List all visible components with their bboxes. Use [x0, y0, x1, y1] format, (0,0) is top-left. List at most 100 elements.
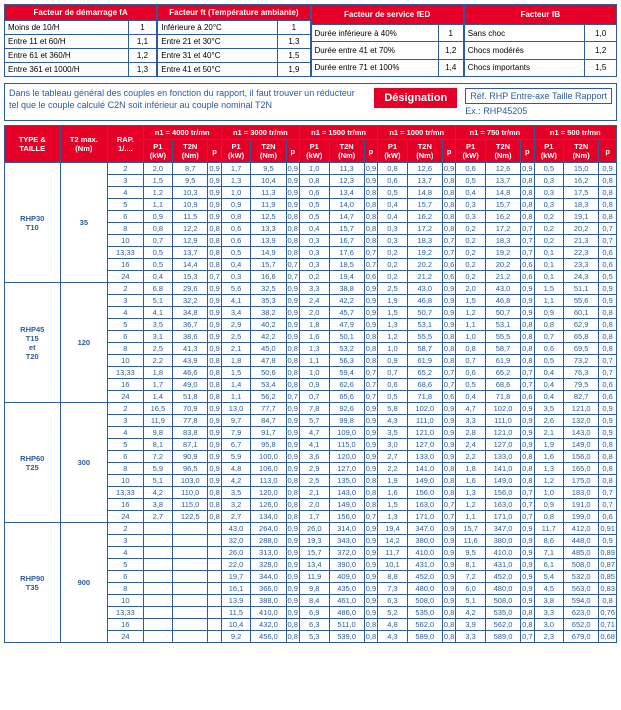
cell: 0,8 [442, 343, 455, 355]
cell: 0,9 [208, 187, 221, 199]
cell: 0,2 [456, 235, 486, 247]
cell: 0,7 [364, 259, 377, 271]
cell: 1,0 [534, 487, 564, 499]
cell: 13,33 [108, 487, 143, 499]
cell: 0,8 [599, 199, 617, 211]
cell: 18,5 [329, 259, 364, 271]
cell: 372,0 [329, 547, 364, 559]
cell: 60,1 [564, 307, 599, 319]
cell: 6 [108, 451, 143, 463]
cell: 1,1 [299, 355, 329, 367]
cell [143, 619, 173, 631]
cell [208, 607, 221, 619]
cell: 0,8 [442, 355, 455, 367]
cell: 0,8 [521, 175, 534, 187]
cell: 652,0 [564, 619, 599, 631]
cell: 0,9 [364, 283, 377, 295]
cell: 9,5 [456, 547, 486, 559]
cell: 8 [108, 463, 143, 475]
cell: 1,6 [299, 331, 329, 343]
cell: 141,0 [407, 463, 442, 475]
cell: 19,1 [564, 211, 599, 223]
cell: 103,0 [173, 475, 208, 487]
cell: 10 [108, 235, 143, 247]
cell: 0,76 [599, 607, 617, 619]
hdr-sub-t2n: T2N (Nm) [251, 140, 286, 163]
cell: 8,7 [173, 163, 208, 175]
cell: 5 [108, 439, 143, 451]
cell: 0,9 [521, 163, 534, 175]
cell [173, 547, 208, 559]
cell: 165,0 [564, 463, 599, 475]
cell: 0,2 [534, 235, 564, 247]
cell: 1,2 [143, 187, 173, 199]
cell: 1,1 [221, 391, 251, 403]
cell: 0,9 [599, 403, 617, 415]
cell: 589,0 [407, 631, 442, 643]
cell: 0,4 [534, 391, 564, 403]
cell: 1,5 [378, 307, 408, 319]
cell: 46,6 [173, 367, 208, 379]
cell: 589,0 [485, 631, 520, 643]
cell: 0,9 [521, 295, 534, 307]
cell [173, 559, 208, 571]
cell: 0,6 [599, 391, 617, 403]
cell: 14,2 [378, 535, 408, 547]
factor-value: 1,5 [585, 59, 617, 76]
cell: 2,2 [143, 355, 173, 367]
cell: 10 [108, 475, 143, 487]
cell: 0,9 [286, 187, 299, 199]
table-row: RHP60T25300216,570,90,913,077,70,97,892,… [5, 403, 617, 415]
cell: 0,6 [521, 271, 534, 283]
cell: 0,2 [378, 259, 408, 271]
cell: 1,2 [456, 499, 486, 511]
cell: 11,6 [456, 535, 486, 547]
cell: 0,8 [521, 451, 534, 463]
cell: 3 [108, 535, 143, 547]
cell: 0,2 [378, 271, 408, 283]
cell: 0,7 [442, 247, 455, 259]
cell: 0,8 [599, 175, 617, 187]
cell: 10 [108, 355, 143, 367]
cell: 0,7 [521, 499, 534, 511]
cell: 121,0 [407, 427, 442, 439]
cell: 0,8 [599, 331, 617, 343]
hdr-speed: n1 = 3000 tr/mn [221, 126, 299, 140]
cell: 134,0 [251, 511, 286, 523]
cell: 1,3 [299, 343, 329, 355]
cell: 0,9 [299, 379, 329, 391]
cell: 0,8 [442, 619, 455, 631]
cell: 2,0 [143, 163, 173, 175]
cell: 1,0 [456, 331, 486, 343]
factor-label: Entre 61 et 360/H [5, 49, 129, 63]
cell: 7,8 [299, 403, 329, 415]
cell: 0,9 [442, 427, 455, 439]
cell: 2,3 [534, 631, 564, 643]
cell: 7,1 [534, 547, 564, 559]
cell: 3,0 [378, 439, 408, 451]
cell: 58,7 [485, 343, 520, 355]
cell: 0,8 [456, 343, 486, 355]
cell: 0,8 [599, 463, 617, 475]
cell: 0,8 [286, 343, 299, 355]
cell: 2 [108, 283, 143, 295]
cell: 11,5 [221, 607, 251, 619]
cell: 5,9 [221, 451, 251, 463]
cell: 0,9 [286, 559, 299, 571]
cell: 0,7 [599, 355, 617, 367]
cell: 0,7 [521, 367, 534, 379]
cell: 0,9 [364, 427, 377, 439]
cell: 12,5 [251, 211, 286, 223]
cell: 0,8 [286, 223, 299, 235]
cell: 0,9 [286, 307, 299, 319]
cell: 3,5 [378, 427, 408, 439]
cell: 115,0 [329, 439, 364, 451]
cell: 79,5 [564, 379, 599, 391]
cell: 0,4 [299, 223, 329, 235]
cell: 410,0 [251, 607, 286, 619]
cell: 0,9 [208, 427, 221, 439]
cell: 0,9 [442, 319, 455, 331]
cell: 1,7 [143, 379, 173, 391]
cell: 0,9 [442, 403, 455, 415]
cell: 18,3 [564, 199, 599, 211]
